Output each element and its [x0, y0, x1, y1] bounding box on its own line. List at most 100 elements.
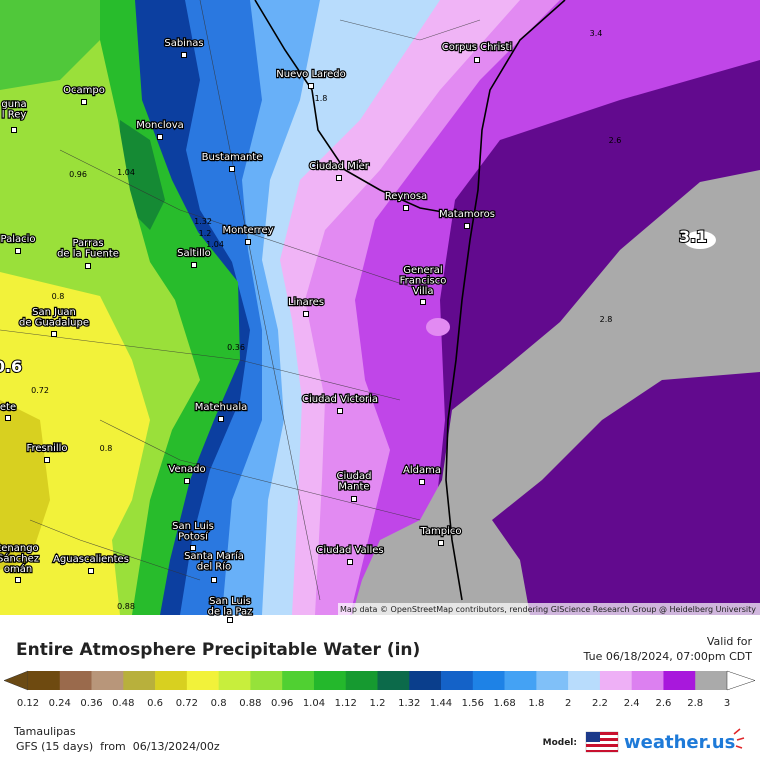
city-marker [5, 415, 11, 421]
brand-rays [733, 728, 745, 749]
city-marker [419, 479, 425, 485]
city-label: guna [1, 99, 26, 110]
city-label: omán [4, 563, 32, 575]
colorbar-swatch [282, 671, 315, 690]
flag-stripe [586, 732, 618, 735]
colorbar-swatch [472, 671, 505, 690]
colorbar-label: 1.32 [398, 698, 420, 709]
city-label: Ocampo [63, 85, 105, 96]
city-label: Aldama [403, 465, 441, 476]
contour-label: 2.6 [609, 136, 622, 145]
attribution-background [338, 603, 760, 615]
colorbar-swatch [631, 671, 664, 690]
city-label: Nuevo Laredo [276, 69, 345, 80]
city-label: San Juan [32, 307, 76, 318]
colorbar-label: 1.68 [493, 698, 515, 709]
city-label: del Río [197, 561, 231, 573]
boundary-line [59, 149, 421, 291]
colorbar-swatch [123, 671, 156, 690]
colorbar-swatch [377, 671, 410, 690]
colorbar-swatch [155, 671, 188, 690]
boundary-line [0, 329, 401, 401]
attribution: Map data © OpenStreetMap contributors, r… [340, 605, 756, 614]
city-label: tenango [0, 543, 39, 554]
city-label: Monclova [136, 120, 184, 131]
city-marker [308, 83, 314, 89]
city-marker [11, 127, 17, 133]
colorbar-swatch [536, 671, 569, 690]
city-marker [181, 52, 187, 58]
city-label: Sánchez [0, 553, 39, 565]
city-marker [88, 568, 94, 574]
colorbar-label: 0.36 [80, 698, 102, 709]
city-labels: Sabinas Corpus Christi Nuevo Laredo Ocampo g… [0, 37, 513, 623]
flag-stripe [586, 738, 618, 741]
contour-label: 1.2 [199, 229, 212, 238]
city-marker [347, 559, 353, 565]
city-label: de Guadalupe [19, 318, 89, 329]
colorbar-swatch [186, 671, 219, 690]
colorbar-label: 1.2 [370, 698, 386, 709]
boundary-line [199, 0, 321, 601]
city-marker [336, 175, 342, 181]
city-marker [44, 457, 50, 463]
purple-spot [426, 318, 450, 336]
contour-label: 2.8 [600, 315, 613, 324]
city-label: Palacio [0, 234, 35, 245]
city-label: Saltillo [177, 248, 211, 259]
flag-canton [586, 732, 600, 742]
city-label: San Luis [209, 596, 251, 607]
colorbar-swatch [250, 671, 283, 690]
city-label: Aguascalientes [53, 554, 129, 565]
colorbar-swatch [313, 671, 347, 690]
gray-field [352, 170, 760, 615]
city-label: Parras [72, 238, 103, 249]
city-label: Ciudad [337, 471, 372, 482]
colorbar-swatch [59, 671, 92, 690]
city-label: Potosí [178, 531, 209, 543]
map: Sabinas Corpus Christi Nuevo Laredo Ocampo g… [0, 0, 760, 623]
flag-stripe [586, 744, 618, 747]
municipal-lines [0, 0, 481, 601]
brand: weather.us [624, 732, 735, 753]
city-marker [51, 331, 57, 337]
colorbar-label: 1.04 [303, 698, 325, 709]
region: Tamaulipas [13, 725, 76, 738]
city-label: Ciudad Mier [309, 161, 370, 172]
contour-label: 0.72 [31, 386, 49, 395]
colorbar-label: 0.88 [239, 698, 261, 709]
colorbar-swatch [345, 671, 378, 690]
contour-label: 0.6 [0, 357, 22, 376]
city-marker [211, 577, 217, 583]
colorbar-swatch [441, 671, 474, 690]
border [254, 0, 461, 216]
colorbar-swatch [568, 671, 601, 690]
city-label: Venado [168, 464, 205, 475]
model-run: GFS (15 days) from 06/13/2024/00z [16, 740, 220, 753]
city-label: Francisco [400, 276, 447, 287]
colorbar-swatch [663, 671, 696, 690]
city-label: Reynosa [385, 191, 427, 202]
city-label: Villa [412, 286, 433, 297]
colorbar-end [3, 670, 29, 691]
contour-label: 0.96 [69, 170, 87, 179]
city-marker [227, 617, 233, 623]
colorbar-label: 1.44 [430, 698, 452, 709]
contour-label: 3.4 [590, 29, 603, 38]
ray [736, 737, 745, 741]
colorbar-swatch [218, 671, 251, 690]
city-label: Matehuala [195, 402, 248, 413]
colorbar-swatch [91, 671, 124, 690]
contour-label: 1.32 [194, 217, 212, 226]
city-marker [15, 577, 21, 583]
city-label: General [403, 265, 442, 276]
city-marker [191, 262, 197, 268]
city-marker [15, 248, 21, 254]
colorbar-label: 2.2 [592, 698, 608, 709]
city-label: Monterrey [222, 225, 273, 236]
city-label: Ciudad Valles [316, 545, 383, 556]
contour-label: 2 [357, 158, 362, 167]
city-marker [420, 299, 426, 305]
colorbar-swatch [28, 671, 61, 690]
